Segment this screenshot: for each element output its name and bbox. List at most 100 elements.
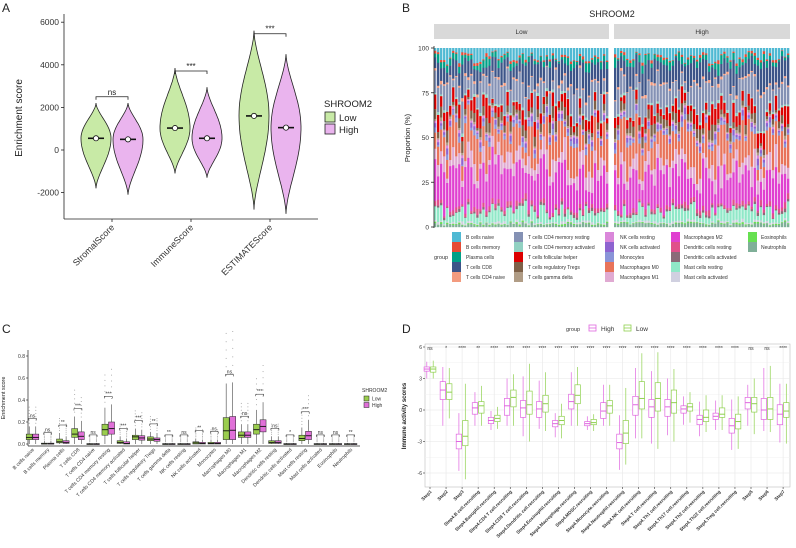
bar-segment (753, 204, 756, 220)
bar-segment (470, 122, 473, 128)
box-low (478, 401, 485, 414)
bar-segment (545, 59, 548, 66)
bar-segment (578, 124, 582, 152)
sample-bar (485, 48, 488, 228)
bar-segment (689, 55, 693, 64)
significance-label: *** (120, 423, 126, 429)
significance-label: *** (257, 389, 263, 395)
bar-segment (638, 222, 641, 223)
bar-segment (467, 89, 470, 98)
bar-segment (542, 60, 545, 62)
bar-segment (575, 48, 579, 62)
bar-segment (747, 52, 750, 60)
bar-segment (705, 122, 708, 158)
bar-segment (566, 115, 570, 127)
bar-segment (491, 135, 494, 148)
sample-bar (708, 48, 711, 228)
box-low (670, 389, 678, 414)
outlier-point (323, 437, 325, 439)
bar-segment (780, 115, 784, 124)
sample-bar (506, 48, 509, 228)
bar-segment (605, 221, 609, 224)
bar-segment (656, 57, 659, 62)
bar-segment (596, 134, 600, 139)
bar-segment (738, 59, 741, 68)
outlier-point (28, 416, 30, 418)
bar-segment (464, 116, 467, 119)
bar-segment (708, 225, 711, 228)
bar-segment (602, 54, 606, 56)
outlier-point (331, 438, 333, 440)
bar-segment (509, 61, 512, 65)
median-point (171, 125, 178, 132)
bar-segment (783, 135, 787, 140)
sample-bar (677, 48, 681, 228)
bar-segment (506, 121, 509, 152)
bar-segment (620, 94, 623, 98)
bar-segment (762, 48, 766, 52)
bar-segment (578, 60, 582, 66)
bar-segment (518, 224, 521, 227)
bar-segment (644, 136, 647, 141)
bar-segment (464, 225, 467, 227)
bar-segment (698, 143, 702, 147)
bar-segment (545, 209, 548, 212)
x-tick-label: ImmuneScore (149, 222, 196, 269)
bar-segment (629, 60, 632, 64)
outlier-point (171, 436, 173, 438)
bar-segment (750, 127, 753, 132)
bar-segment (536, 48, 539, 61)
bar-segment (434, 206, 437, 221)
bar-segment (434, 93, 437, 95)
bar-segment (590, 114, 594, 116)
bar-segment (777, 60, 781, 63)
outlier-point (346, 441, 348, 443)
bar-segment (491, 198, 494, 204)
bar-segment (527, 48, 530, 57)
bar-segment (650, 224, 653, 228)
bar-segment (596, 212, 600, 214)
bar-segment (738, 78, 741, 111)
significance-label: **** (683, 346, 691, 352)
bar-segment (641, 48, 644, 63)
bar-segment (458, 164, 461, 207)
bar-segment (762, 92, 766, 95)
bar-segment (708, 224, 711, 226)
bar-segment (747, 201, 750, 205)
bar-segment (581, 115, 585, 120)
bar-segment (765, 109, 769, 113)
bar-segment (647, 118, 650, 122)
bar-segment (659, 57, 662, 63)
bar-segment (512, 120, 515, 123)
bar-segment (741, 205, 744, 207)
bar-segment (692, 79, 696, 83)
bar-segment (566, 126, 570, 129)
bar-segment (717, 145, 720, 167)
bar-segment (461, 221, 464, 226)
bar-segment (677, 89, 681, 91)
bar-segment (509, 133, 512, 136)
bar-segment (689, 85, 693, 88)
sample-bar (587, 48, 591, 228)
bar-segment (653, 223, 656, 225)
bar-segment (437, 165, 440, 177)
bar-segment (723, 102, 726, 114)
bar-segment (557, 111, 561, 115)
bar-segment (470, 118, 473, 121)
bar-segment (530, 53, 533, 56)
bar-segment (726, 71, 729, 75)
significance-label: *** (105, 391, 111, 397)
bar-segment (723, 116, 726, 119)
sample-bar (554, 48, 558, 228)
bar-segment (440, 96, 443, 107)
bar-segment (443, 62, 446, 68)
bar-segment (747, 224, 750, 228)
outlier-point (331, 437, 333, 439)
outlier-point (217, 434, 219, 436)
bar-segment (518, 55, 521, 58)
bar-segment (765, 223, 769, 228)
sample-bar (762, 48, 766, 228)
bar-segment (671, 168, 675, 199)
bar-segment (632, 212, 635, 216)
bar-segment (626, 181, 629, 191)
